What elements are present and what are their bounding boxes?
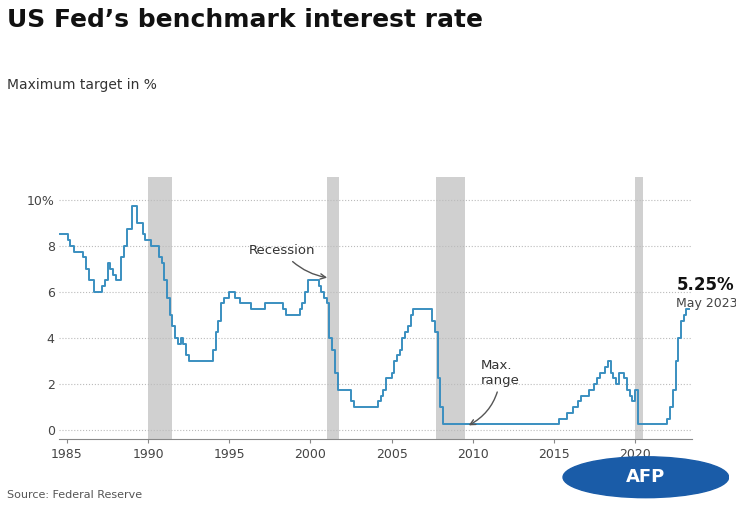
Circle shape [563,457,729,498]
Text: Recession: Recession [249,244,325,279]
Text: Source: Federal Reserve: Source: Federal Reserve [7,490,143,500]
Text: Maximum target in %: Maximum target in % [7,78,158,92]
Text: 5.25%: 5.25% [676,276,734,294]
Text: US Fed’s benchmark interest rate: US Fed’s benchmark interest rate [7,8,484,32]
Text: May 2023: May 2023 [676,297,736,310]
Text: Max.
range: Max. range [470,359,520,425]
Bar [436,177,464,439]
Bar [635,177,643,439]
Bar [327,177,339,439]
Bar [148,177,172,439]
Text: AFP: AFP [626,468,665,486]
